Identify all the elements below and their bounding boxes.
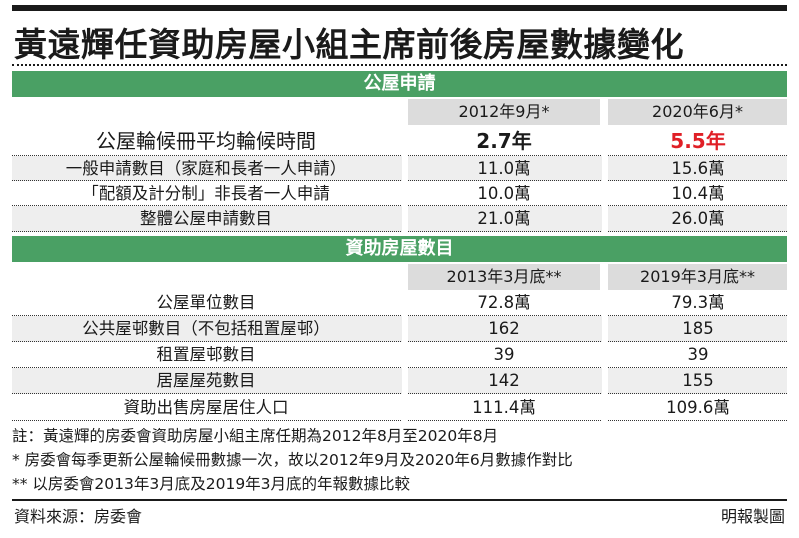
column-header-2012: 2012年9月*: [408, 99, 600, 125]
footnotes: 註：黃遠輝的房委會資助房屋小組主席任期為2012年8月至2020年8月 * 房委…: [12, 424, 787, 496]
row-value-2013: 39: [493, 345, 515, 364]
row-value-2013: 111.4萬: [472, 398, 536, 417]
row-value-2013: 142: [488, 371, 520, 390]
table-row: 居屋屋苑數目 142 155: [12, 368, 787, 394]
footnote-term: 註：黃遠輝的房委會資助房屋小組主席任期為2012年8月至2020年8月: [12, 427, 499, 445]
row-label: 公屋輪候冊平均輪候時間: [96, 129, 316, 153]
source-credit: 資料來源：房委會: [14, 507, 143, 526]
row-value-2020: 10.4萬: [671, 184, 725, 203]
title-divider: [12, 64, 787, 66]
row-value-2012: 11.0萬: [477, 159, 531, 178]
graphic-credit: 明報製圖: [720, 507, 785, 526]
column-header-2020: 2020年6月*: [608, 99, 787, 125]
row-value-2020: 15.6萬: [671, 159, 725, 178]
row-value-2019: 155: [682, 371, 714, 390]
table-row: 一般申請數目（家庭和長者一人申請） 11.0萬 15.6萬: [12, 156, 787, 181]
row-label: 公共屋邨數目（不包括租置屋邨）: [82, 319, 330, 338]
table-row: 「配額及計分制」非長者一人申請 10.0萬 10.4萬: [12, 181, 787, 206]
section-header-subsidised-housing: 資助房屋數目: [12, 236, 787, 262]
row-value-2013: 162: [488, 319, 520, 338]
column-header-2019: 2019年3月底**: [608, 264, 787, 290]
table-row: 公屋輪候冊平均輪候時間 2.7年 5.5年: [12, 126, 787, 156]
row-label: 整體公屋申請數目: [140, 209, 272, 228]
row-value-2020: 5.5年: [670, 129, 726, 153]
table-row: 整體公屋申請數目 21.0萬 26.0萬: [12, 206, 787, 232]
row-value-2019: 39: [687, 345, 709, 364]
page-title: 黃遠輝任資助房屋小組主席前後房屋數據變化: [14, 25, 684, 64]
table-row: 資助出售房屋居住人口 111.4萬 109.6萬: [12, 394, 787, 421]
footnote-double-asterisk: ** 以房委會2013年3月底及2019年3月底的年報數據比較: [12, 475, 411, 493]
row-value-2020: 26.0萬: [671, 209, 725, 228]
section-header-public-housing: 公屋申請: [12, 71, 787, 97]
column-header-2013: 2013年3月底**: [408, 264, 600, 290]
column-separator: [402, 99, 408, 232]
row-label: 一般申請數目（家庭和長者一人申請）: [65, 159, 347, 178]
row-value-2012: 10.0萬: [477, 184, 531, 203]
footnote-single-asterisk: * 房委會每季更新公屋輪候冊數據一次，故以2012年9月及2020年6月數據作對…: [12, 451, 573, 469]
row-value-2019: 79.3萬: [671, 293, 725, 312]
row-label: 資助出售房屋居住人口: [123, 398, 289, 417]
column-separator: [402, 264, 408, 421]
row-value-2012: 21.0萬: [477, 209, 531, 228]
row-value-2013: 72.8萬: [477, 293, 531, 312]
row-label: 公屋單位數目: [156, 293, 256, 312]
table-row: 租置屋邨數目 39 39: [12, 342, 787, 368]
column-separator: [602, 99, 608, 232]
row-value-2019: 109.6萬: [666, 398, 730, 417]
bottom-divider: [12, 499, 787, 501]
table-row: 公屋單位數目 72.8萬 79.3萬: [12, 290, 787, 316]
row-label: 租置屋邨數目: [156, 345, 256, 364]
table-row: 公共屋邨數目（不包括租置屋邨） 162 185: [12, 316, 787, 342]
row-label: 「配額及計分制」非長者一人申請: [82, 184, 330, 203]
column-separator: [602, 264, 608, 421]
row-value-2019: 185: [682, 319, 714, 338]
row-label: 居屋屋苑數目: [156, 371, 256, 390]
top-bar: [12, 5, 787, 11]
row-value-2012: 2.7年: [476, 129, 532, 153]
